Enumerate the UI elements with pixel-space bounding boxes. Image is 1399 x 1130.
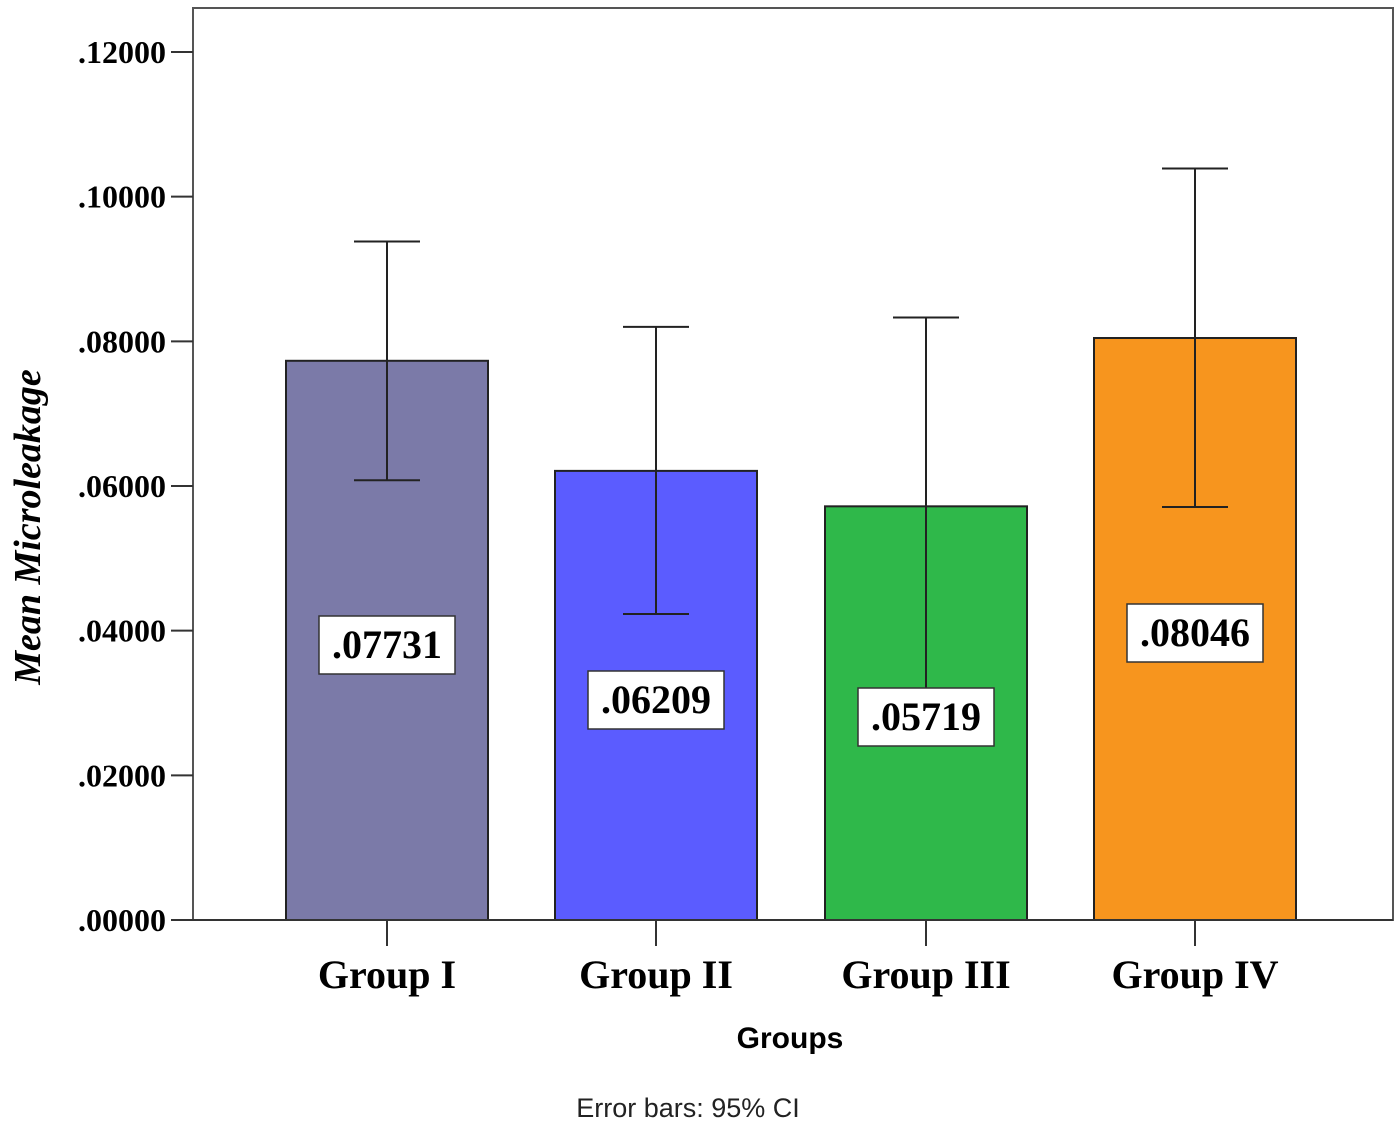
y-tick-label: .12000 [78,34,166,70]
data-label-value: .06209 [601,677,711,722]
error-bar [1162,167,1228,508]
y-tick-label: .08000 [78,323,166,359]
x-tick-label: Group IV [1111,952,1278,997]
y-tick-label: .04000 [78,613,166,649]
data-label-value: .07731 [332,622,442,667]
data-label: .05719 [857,687,995,747]
y-tick-label: .00000 [78,902,166,938]
x-tick-label: Group III [841,952,1010,997]
data-label: .06209 [587,670,725,730]
y-tick-label: .06000 [78,468,166,504]
data-label-box [587,670,725,730]
data-label-box [318,615,456,675]
error-bars [354,167,1228,695]
x-axis-title: Groups [737,1022,844,1055]
x-tick-label: Group I [318,952,456,997]
data-label-box [1126,603,1264,663]
y-axis: .00000 .02000 .04000 .06000 .08000 .10000 .120… [78,34,193,938]
y-axis-title: Mean Microleakage [7,369,49,686]
data-label-value: .08046 [1140,610,1250,655]
x-tick-label: Group II [579,952,733,997]
data-label: .07731 [318,615,456,675]
data-label-value: .05719 [871,694,981,739]
data-label: .08046 [1126,603,1264,663]
error-bar [354,240,420,482]
y-tick-label: .10000 [78,179,166,215]
error-bar [623,325,689,616]
data-labels: .07731 .06209 .05719 .08046 [318,603,1264,747]
error-bars-note: Error bars: 95% CI [576,1093,800,1123]
data-label-box [857,687,995,747]
x-axis: Group I Group II Group III Group IV [193,919,1393,997]
y-tick-label: .02000 [78,757,166,793]
